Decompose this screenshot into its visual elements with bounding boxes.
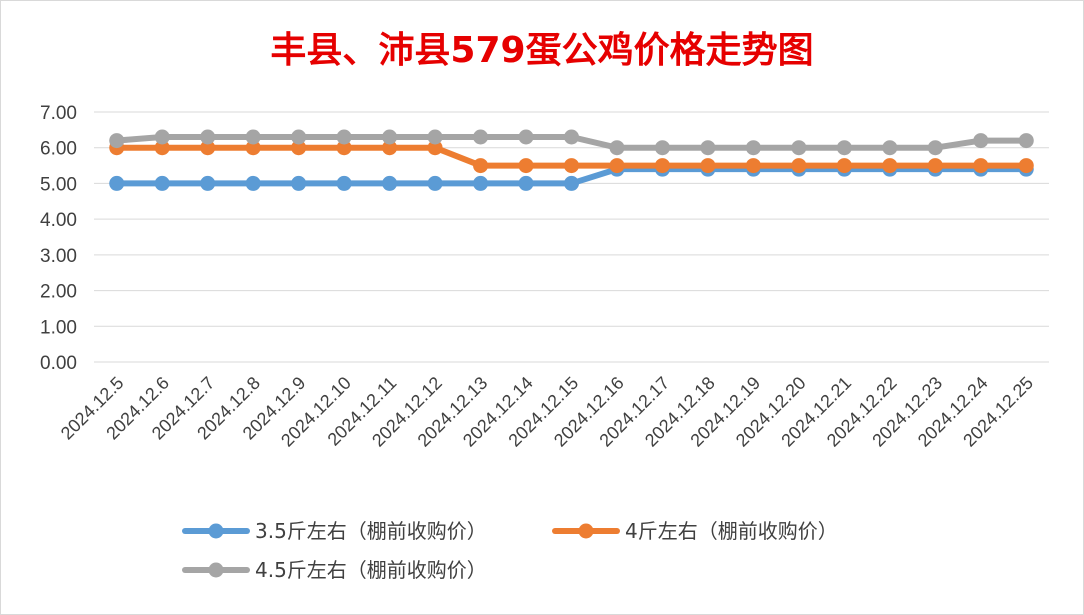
data-point (291, 129, 307, 145)
data-point (109, 175, 125, 191)
data-point (564, 175, 579, 191)
data-point (745, 158, 761, 174)
y-tick-label: 5.00 (40, 174, 77, 195)
data-point (382, 140, 398, 156)
data-point (1018, 158, 1034, 174)
data-point (336, 175, 352, 191)
data-point (609, 140, 625, 156)
data-point (791, 158, 807, 174)
legend-label: 4.5斤左右（棚前收购价） (255, 558, 487, 582)
data-point (973, 158, 989, 174)
data-point (473, 158, 489, 174)
legend-item: 4斤左右（棚前收购价） (552, 519, 838, 543)
legend-item: 4.5斤左右（棚前收购价） (182, 558, 487, 582)
data-point (564, 158, 579, 174)
data-point (382, 129, 398, 145)
data-point (518, 175, 534, 191)
y-tick-label: 2.00 (40, 282, 77, 303)
data-point (609, 158, 625, 174)
data-point (154, 129, 170, 145)
data-point (473, 175, 489, 191)
legend: 3.5斤左右（棚前收购价） 4斤左右（棚前收购价） 4.5斤左右（棚前收购价） (182, 519, 838, 582)
y-tick-label: 3.00 (40, 246, 77, 267)
data-point (882, 158, 898, 174)
y-tick-label: 0.00 (40, 353, 77, 374)
data-point (518, 158, 534, 174)
chart-title: 丰县、沛县579蛋公鸡价格走势图 (270, 30, 813, 71)
series-2 (109, 140, 1034, 174)
series-lines (109, 129, 1034, 191)
data-point (291, 175, 307, 191)
data-point (473, 129, 489, 145)
data-point (109, 133, 125, 149)
series-3 (109, 129, 1034, 156)
data-point (200, 175, 216, 191)
data-point (245, 140, 261, 156)
data-point (654, 140, 670, 156)
legend-marker (578, 523, 594, 539)
legend-item: 3.5斤左右（棚前收购价） (182, 519, 487, 543)
data-point (245, 129, 261, 145)
data-point (427, 140, 443, 156)
data-point (336, 140, 352, 156)
y-tick-label: 1.00 (40, 317, 77, 338)
legend-marker (208, 523, 224, 539)
data-point (700, 140, 716, 156)
y-tick-label: 4.00 (40, 210, 77, 231)
data-point (200, 140, 216, 156)
data-point (154, 140, 170, 156)
legend-label: 3.5斤左右（棚前收购价） (255, 519, 487, 543)
data-point (1018, 133, 1034, 149)
data-point (700, 158, 716, 174)
data-point (427, 175, 443, 191)
y-tick-label: 7.00 (40, 103, 77, 124)
data-point (654, 158, 670, 174)
data-point (291, 140, 307, 156)
data-point (882, 140, 898, 156)
data-point (973, 133, 989, 149)
data-point (745, 140, 761, 156)
legend-label: 4斤左右（棚前收购价） (625, 519, 838, 543)
data-point (518, 129, 534, 145)
data-point (154, 175, 170, 191)
data-point (382, 175, 398, 191)
y-tick-label: 6.00 (40, 139, 77, 160)
legend-marker (208, 562, 224, 578)
data-point (564, 129, 579, 145)
data-point (836, 158, 852, 174)
data-point (927, 158, 943, 174)
data-point (427, 129, 443, 145)
data-point (200, 129, 216, 145)
data-point (336, 129, 352, 145)
data-point (245, 175, 261, 191)
data-point (927, 140, 943, 156)
data-point (836, 140, 852, 156)
data-point (791, 140, 807, 156)
y-axis-ticks: 0.00 1.00 2.00 3.00 4.00 5.00 6.00 7.00 (40, 103, 77, 374)
x-axis-ticks: 2024.12.52024.12.62024.12.72024.12.82024… (57, 373, 1037, 451)
